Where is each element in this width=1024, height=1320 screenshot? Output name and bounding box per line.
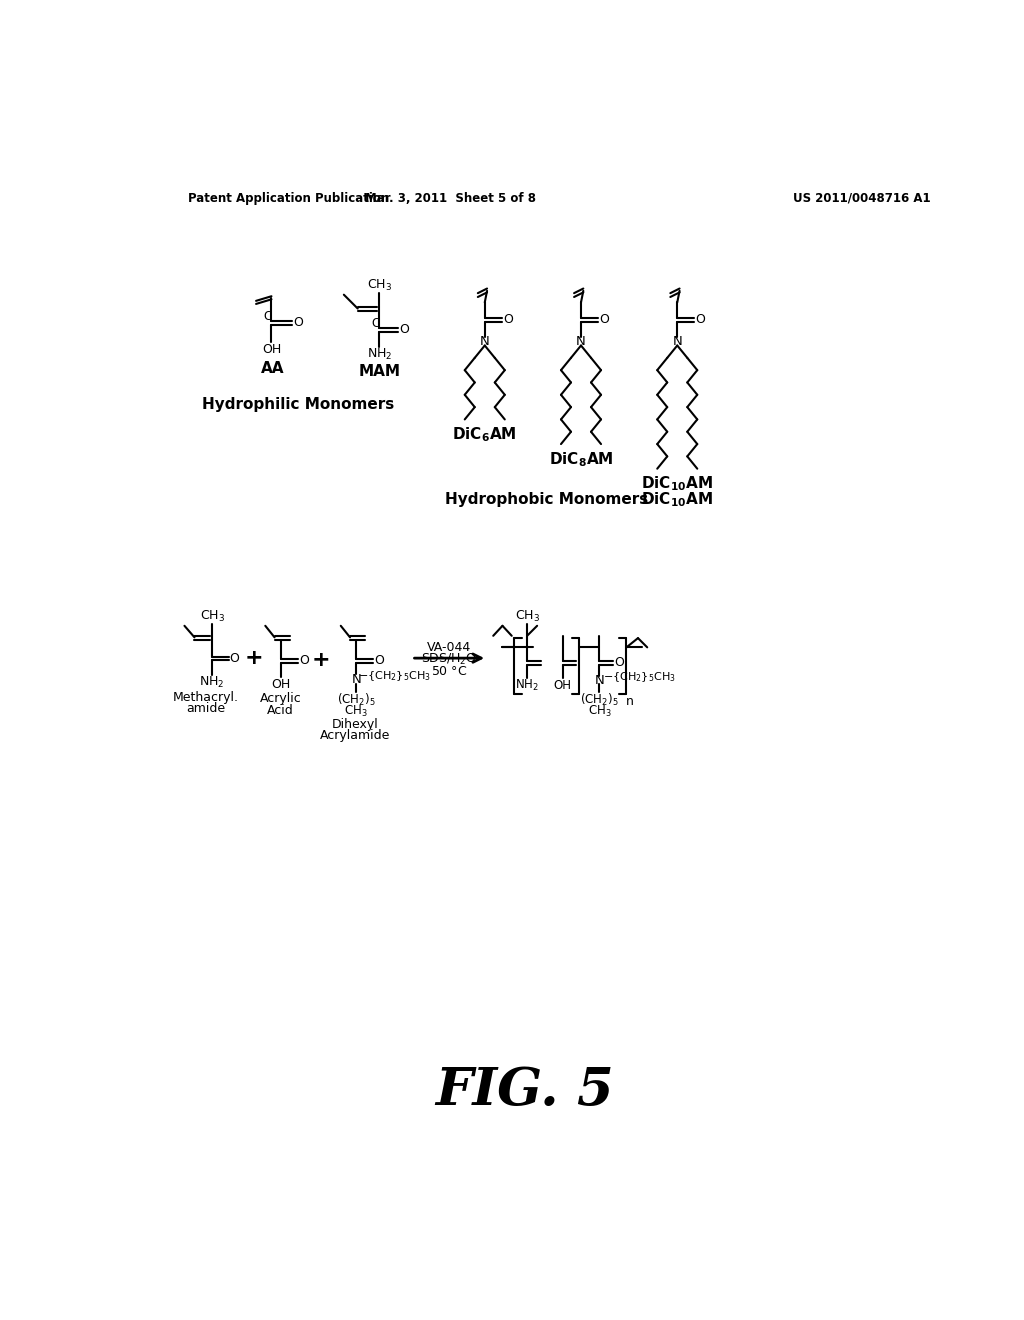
Text: MAM: MAM xyxy=(358,364,400,379)
Text: O: O xyxy=(229,652,240,665)
Text: Acrylamide: Acrylamide xyxy=(319,730,390,742)
Text: O: O xyxy=(695,313,706,326)
Text: $\mathregular{CH_3}$: $\mathregular{CH_3}$ xyxy=(367,279,392,293)
Text: SDS/H$_2$O: SDS/H$_2$O xyxy=(421,652,477,667)
Text: $\mathregular{DiC_{10}AM}$: $\mathregular{DiC_{10}AM}$ xyxy=(641,490,714,510)
Text: OH: OH xyxy=(262,343,282,356)
Text: $\mathregular{CH_3}$: $\mathregular{CH_3}$ xyxy=(514,609,540,624)
Text: $\mathregular{CH_3}$: $\mathregular{CH_3}$ xyxy=(344,704,368,719)
Text: OH: OH xyxy=(271,677,291,690)
Text: Patent Application Publication: Patent Application Publication xyxy=(188,191,389,205)
Text: 50 $\degree$C: 50 $\degree$C xyxy=(431,665,468,678)
Text: O: O xyxy=(399,323,409,335)
Text: Acid: Acid xyxy=(267,704,294,717)
Text: Hydrophobic Monomers: Hydrophobic Monomers xyxy=(444,492,648,507)
Text: O: O xyxy=(613,656,624,669)
Text: Mar. 3, 2011  Sheet 5 of 8: Mar. 3, 2011 Sheet 5 of 8 xyxy=(365,191,536,205)
Text: $\mathregular{(CH_2)_5}$: $\mathregular{(CH_2)_5}$ xyxy=(581,692,618,708)
Text: Dihexyl: Dihexyl xyxy=(331,718,378,731)
Text: $\mathregular{CH_3}$: $\mathregular{CH_3}$ xyxy=(200,609,224,624)
Text: n: n xyxy=(627,694,634,708)
Text: O: O xyxy=(375,653,384,667)
Text: AA: AA xyxy=(261,362,285,376)
Text: N: N xyxy=(480,335,489,348)
Text: $\mathregular{DiC_{10}AM}$: $\mathregular{DiC_{10}AM}$ xyxy=(641,475,714,494)
Text: N: N xyxy=(351,673,361,686)
Text: N: N xyxy=(595,675,604,686)
Text: C: C xyxy=(372,317,380,330)
Text: VA-044: VA-044 xyxy=(427,640,471,653)
Text: $\mathregular{-\{CH_2\}_5CH_3}$: $\mathregular{-\{CH_2\}_5CH_3}$ xyxy=(358,669,431,682)
Text: +: + xyxy=(245,648,263,668)
Text: C: C xyxy=(263,310,271,323)
Text: US 2011/0048716 A1: US 2011/0048716 A1 xyxy=(793,191,931,205)
Text: N: N xyxy=(577,335,586,348)
Text: N: N xyxy=(673,335,682,348)
Text: Acrylic: Acrylic xyxy=(260,693,302,705)
Text: O: O xyxy=(599,313,609,326)
Text: $\mathregular{DiC_8AM}$: $\mathregular{DiC_8AM}$ xyxy=(549,450,613,469)
Text: $\mathregular{NH_2}$: $\mathregular{NH_2}$ xyxy=(367,347,392,362)
Text: $\mathregular{-\{CH_2\}_5CH_3}$: $\mathregular{-\{CH_2\}_5CH_3}$ xyxy=(602,669,676,684)
Text: $\mathregular{CH_3}$: $\mathregular{CH_3}$ xyxy=(588,704,611,719)
Text: amide: amide xyxy=(186,702,225,715)
Text: O: O xyxy=(299,653,309,667)
Text: $\mathregular{DiC_6AM}$: $\mathregular{DiC_6AM}$ xyxy=(453,425,517,444)
Text: O: O xyxy=(503,313,513,326)
Text: +: + xyxy=(311,651,330,671)
Text: O: O xyxy=(294,315,303,329)
Text: $\mathregular{(CH_2)_5}$: $\mathregular{(CH_2)_5}$ xyxy=(337,692,376,708)
Text: Methacryl.: Methacryl. xyxy=(173,690,239,704)
Text: FIG. 5: FIG. 5 xyxy=(435,1065,614,1115)
Text: OH: OH xyxy=(554,680,571,693)
Text: Hydrophilic Monomers: Hydrophilic Monomers xyxy=(203,397,394,412)
Text: $\mathregular{NH_2}$: $\mathregular{NH_2}$ xyxy=(515,678,540,693)
Text: $\mathregular{NH_2}$: $\mathregular{NH_2}$ xyxy=(200,676,225,690)
